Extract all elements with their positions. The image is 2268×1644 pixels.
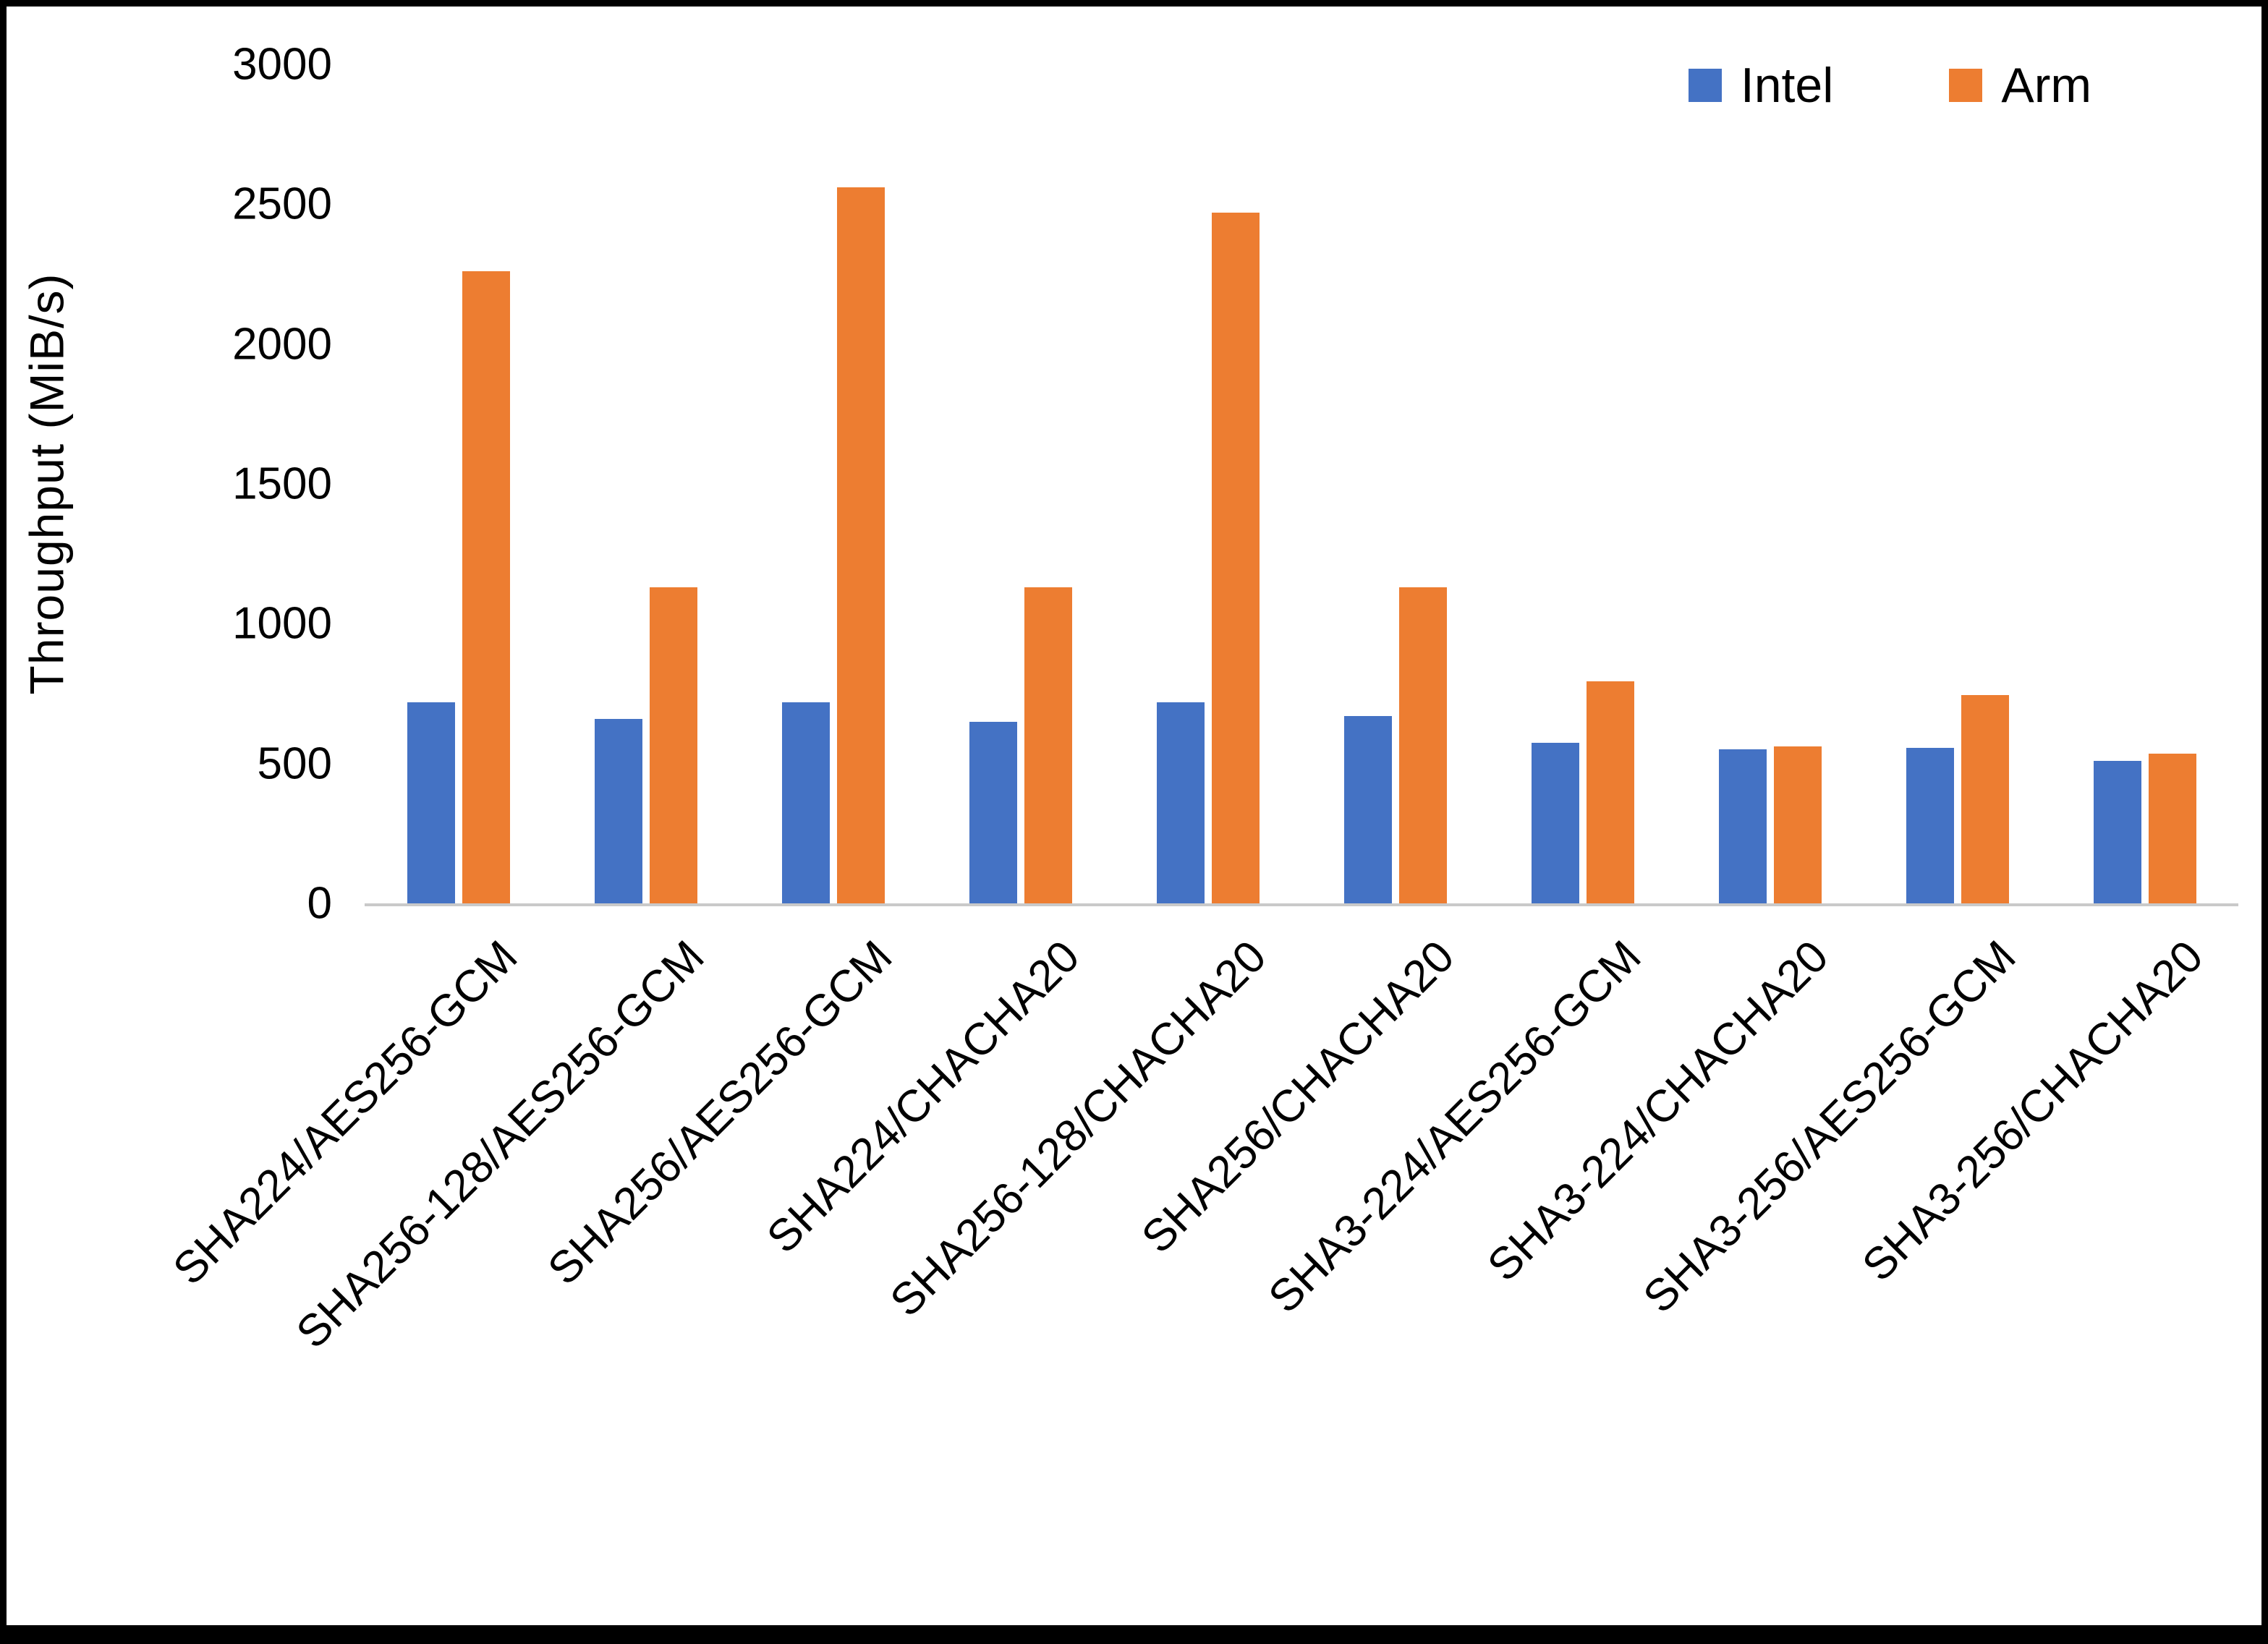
- bar-group: SHA256-128/AES256-GCM: [287, 64, 739, 1358]
- x-category-label: SHA256-128/AES256-GCM: [287, 931, 714, 1358]
- bar-intel: [594, 718, 642, 903]
- bar-arm: [1211, 212, 1260, 903]
- bar-arm: [1024, 587, 1072, 903]
- x-category-label: SHA256/CHACHA20: [1131, 931, 1464, 1263]
- bar-intel: [1531, 742, 1579, 903]
- y-tick-label: 1000: [232, 598, 332, 649]
- bar-intel: [1343, 715, 1392, 903]
- bar-group: SHA224/AES256-GCM: [163, 64, 552, 1295]
- x-category-label: SHA3-224/AES256-GCM: [1260, 931, 1651, 1323]
- bar-arm: [1961, 694, 2009, 903]
- y-tick-label: 1500: [232, 459, 332, 509]
- bar-arm: [1586, 681, 1634, 903]
- bar-intel: [969, 721, 1017, 903]
- plot-area: SHA224/AES256-GCM SHA256-128/AES256-GCM SH…: [163, 64, 2238, 1358]
- bar-intel: [407, 702, 455, 903]
- bar-intel: [1156, 702, 1205, 903]
- x-category-label: SHA256-128/CHACHA20: [881, 931, 1276, 1326]
- bar-arm: [462, 271, 510, 903]
- legend-swatch-intel: [1688, 69, 1722, 102]
- x-category-label: SHA224/AES256-GCM: [163, 931, 527, 1295]
- bar-group: SHA256/AES256-GCM: [538, 64, 927, 1295]
- legend-label-intel: Intel: [1740, 58, 1834, 113]
- x-category-label: SHA3-256/CHACHA20: [1853, 931, 2213, 1291]
- legend-swatch-arm: [1949, 69, 1983, 102]
- y-tick-label: 3000: [232, 39, 332, 90]
- bar-intel: [781, 702, 830, 903]
- legend: Intel Arm: [1688, 57, 2091, 114]
- y-tick-label: 2000: [232, 319, 332, 370]
- bar-arm: [1773, 746, 1822, 903]
- y-tick-label: 0: [307, 878, 332, 929]
- legend-label-arm: Arm: [2001, 58, 2091, 113]
- x-category-label: SHA3-256/AES256-GCM: [1634, 931, 2026, 1323]
- x-category-label: SHA3-224/CHACHA20: [1478, 931, 1838, 1291]
- bar-group: SHA3-256/CHACHA20: [1853, 64, 2238, 1291]
- bar-group: SHA3-224/AES256-GCM: [1260, 64, 1676, 1323]
- bar-group: SHA224/CHACHA20: [757, 64, 1114, 1263]
- bar-intel: [2093, 760, 2141, 903]
- bar-intel: [1718, 749, 1767, 903]
- x-category-label: SHA224/CHACHA20: [757, 931, 1089, 1263]
- y-tick-label: 2500: [232, 179, 332, 229]
- y-tick-label: 500: [257, 738, 332, 789]
- bar-group: SHA256/CHACHA20: [1132, 64, 1489, 1263]
- y-axis-ticks: 0 500 1000 1500 2000 2500 3000: [7, 40, 332, 929]
- legend-item-arm: Arm: [1949, 57, 2091, 114]
- bar-intel: [1906, 748, 1954, 903]
- bar-group: SHA3-224/CHACHA20: [1479, 64, 1864, 1291]
- legend-item-intel: Intel: [1688, 57, 1834, 114]
- bar-arm: [1398, 587, 1447, 903]
- bar-group: SHA256-128/CHACHA20: [881, 64, 1301, 1326]
- bar-group: SHA3-256/AES256-GCM: [1634, 64, 2051, 1323]
- x-category-label: SHA256/AES256-GCM: [538, 931, 901, 1295]
- bar-arm: [2148, 754, 2196, 903]
- bar-arm: [836, 187, 885, 903]
- bar-arm: [649, 587, 697, 903]
